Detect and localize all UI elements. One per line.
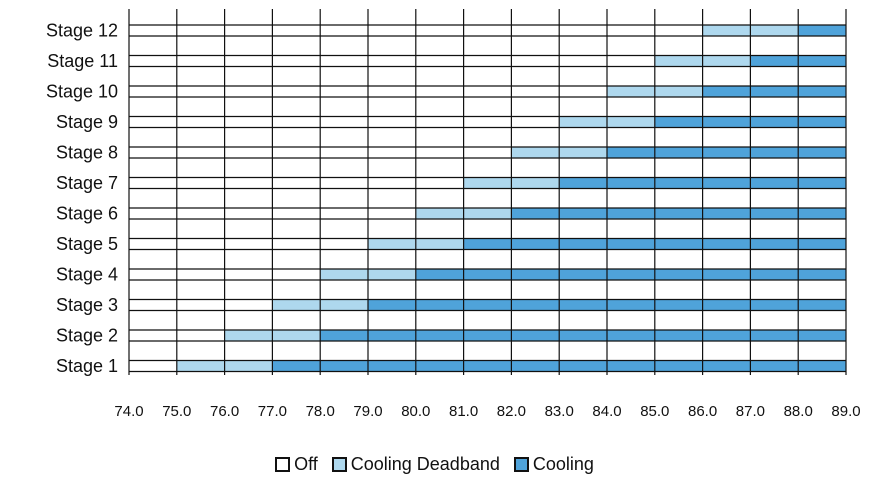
legend-item-off: Off [275,454,318,475]
x-tick-label-0: 74.0 [114,403,143,420]
stage-label-2: Stage 2 [56,326,118,346]
stage-label-8: Stage 8 [56,143,118,163]
stage-label-5: Stage 5 [56,234,118,254]
x-tick-label-1: 75.0 [162,403,191,420]
bar-cooling-stage-2 [320,330,846,341]
stage-label-10: Stage 10 [46,82,118,102]
stage-label-12: Stage 12 [46,21,118,41]
legend-swatch-cooling-deadband [331,457,347,472]
bar-cooling-stage-10 [702,86,846,97]
bar-cooling-stage-12 [798,25,846,36]
stage-label-4: Stage 4 [56,265,118,285]
stage-label-11: Stage 11 [47,51,118,71]
x-tick-label-4: 78.0 [306,403,335,420]
stage-label-1: Stage 1 [56,356,118,376]
legend-swatch-cooling [513,457,529,472]
x-tick-label-9: 83.0 [545,403,574,420]
legend-label-off: Off [294,454,318,474]
stage-label-3: Stage 3 [56,295,118,315]
x-tick-label-14: 88.0 [784,403,813,420]
legend-label-cooling-deadband: Cooling Deadband [350,454,500,474]
x-tick-label-11: 85.0 [640,403,669,420]
x-tick-label-3: 77.0 [258,403,287,420]
x-tick-label-12: 86.0 [688,403,717,420]
legend-item-cooling: Cooling [513,454,594,475]
bar-cooling-stage-8 [607,147,846,158]
x-tick-label-5: 79.0 [353,403,382,420]
stage-label-9: Stage 9 [56,112,118,132]
x-tick-label-10: 84.0 [592,403,621,420]
stage-label-7: Stage 7 [56,173,118,193]
legend-item-cooling-deadband: Cooling Deadband [331,454,500,475]
stage-label-6: Stage 6 [56,204,118,224]
legend: Off Cooling Deadband Cooling [0,454,869,475]
legend-swatch-off [275,457,291,472]
x-tick-label-13: 87.0 [736,403,765,420]
x-tick-label-2: 76.0 [210,403,239,420]
x-tick-label-8: 82.0 [497,403,526,420]
bar-cooling-stage-6 [511,208,846,219]
x-tick-label-6: 80.0 [401,403,430,420]
x-tick-label-7: 81.0 [449,403,478,420]
legend-label-cooling: Cooling [532,454,594,474]
x-tick-label-15: 89.0 [831,403,860,420]
bar-cooling-stage-4 [415,269,846,280]
